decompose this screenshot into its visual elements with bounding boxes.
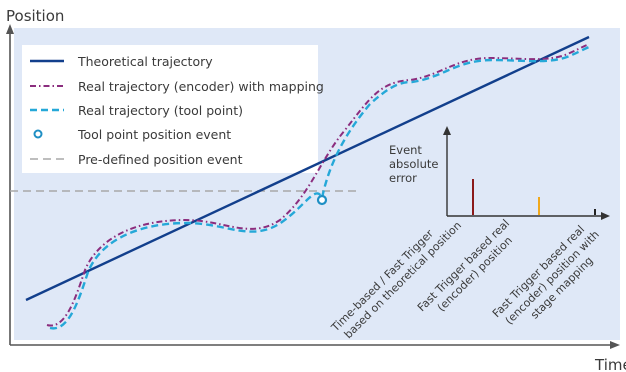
inset-error-chart: Event absolute error: [389, 126, 610, 220]
legend-item-theoretical: Theoretical trajectory: [30, 54, 213, 69]
tool-point-event-marker: [316, 194, 328, 206]
inset-y-label-line: Event: [389, 143, 422, 157]
tool-point-trajectory: [49, 45, 590, 330]
legend-item-tool-point: Real trajectory (tool point): [30, 103, 243, 118]
inset-x-axis-arrow: [601, 212, 610, 220]
legend-label: Real trajectory (tool point): [78, 103, 243, 118]
legend-item-encoder: Real trajectory (encoder) with mapping: [30, 79, 324, 94]
legend-box: [22, 45, 318, 173]
y-axis-arrow: [6, 24, 14, 34]
inset-y-label: Event absolute error: [389, 143, 442, 185]
legend-item-predefined: Pre-defined position event: [30, 152, 243, 167]
legend-label: Tool point position event: [77, 127, 231, 142]
legend-swatch-tool-event: [33, 129, 43, 139]
encoder-trajectory: [46, 44, 588, 327]
legend-item-tool-event: Tool point position event: [33, 127, 231, 142]
inset-y-label-line: absolute: [389, 157, 438, 171]
y-axis-label: Position: [6, 7, 64, 25]
inset-y-axis-arrow: [443, 126, 451, 135]
x-axis-arrow: [610, 341, 620, 349]
legend: Theoretical trajectory Real trajectory (…: [22, 45, 324, 173]
x-axis-label: Time: [594, 356, 626, 372]
legend-label: Pre-defined position event: [78, 152, 243, 167]
inset-y-label-line: error: [389, 171, 417, 185]
legend-label: Real trajectory (encoder) with mapping: [78, 79, 324, 94]
theoretical-trajectory: [25, 35, 590, 302]
legend-label: Theoretical trajectory: [77, 54, 213, 69]
